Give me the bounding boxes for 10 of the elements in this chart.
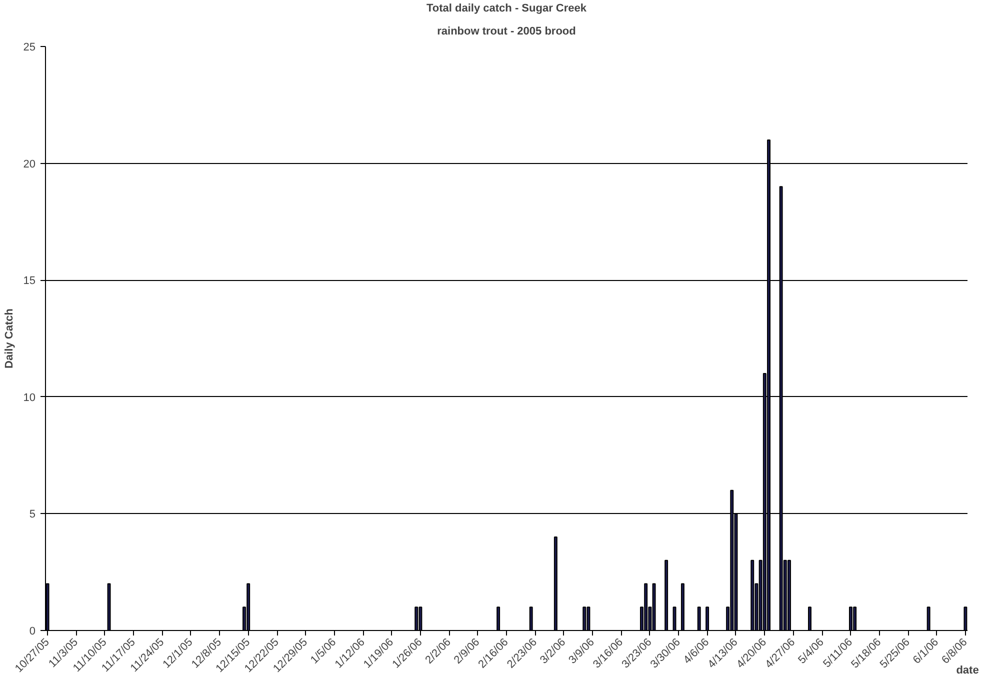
chart-title: Total daily catch - Sugar Creek bbox=[426, 2, 588, 14]
chart-subtitle: rainbow trout - 2005 brood bbox=[437, 26, 576, 38]
y-axis-title: Daily Catch bbox=[3, 308, 16, 368]
y-tick-label: 20 bbox=[23, 158, 36, 170]
y-tick-label: 10 bbox=[23, 392, 36, 404]
y-tick-label: 0 bbox=[29, 626, 36, 638]
y-tick-label: 15 bbox=[23, 275, 36, 288]
x-axis-title: date bbox=[956, 664, 979, 676]
y-tick-label: 25 bbox=[23, 42, 36, 54]
y-tick-label: 5 bbox=[29, 508, 36, 521]
